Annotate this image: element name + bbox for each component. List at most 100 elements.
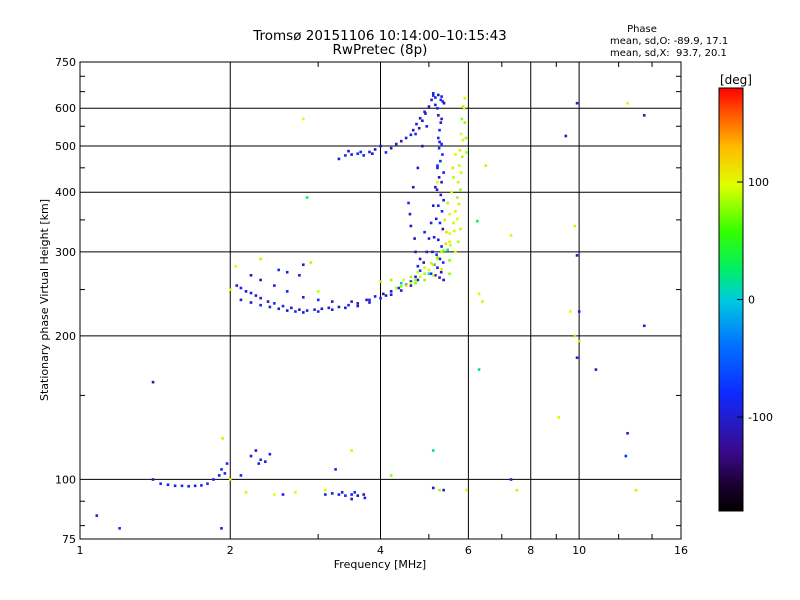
data-point bbox=[389, 146, 393, 150]
data-point bbox=[290, 306, 293, 310]
data-point bbox=[356, 302, 360, 305]
y-tick-label: 750 bbox=[55, 56, 76, 69]
data-point bbox=[407, 201, 410, 205]
data-point bbox=[461, 138, 465, 142]
data-point bbox=[399, 139, 403, 143]
data-point bbox=[421, 144, 424, 148]
data-point bbox=[594, 368, 598, 371]
data-point bbox=[438, 488, 441, 492]
data-point bbox=[277, 307, 281, 311]
data-point bbox=[453, 229, 456, 233]
data-point bbox=[444, 242, 447, 246]
data-point bbox=[626, 101, 629, 105]
data-point bbox=[449, 243, 452, 247]
data-point bbox=[437, 176, 441, 179]
data-point bbox=[166, 483, 170, 487]
data-point bbox=[509, 478, 513, 481]
data-point bbox=[350, 493, 353, 496]
y-axis-label: Stationary phase Virtual Height [km] bbox=[38, 199, 51, 401]
data-point bbox=[344, 306, 347, 310]
data-point bbox=[573, 224, 577, 228]
data-point bbox=[442, 198, 445, 202]
data-point bbox=[411, 128, 415, 132]
data-point bbox=[437, 114, 440, 117]
data-point bbox=[368, 150, 371, 154]
data-point bbox=[577, 339, 581, 343]
data-point bbox=[324, 493, 327, 496]
data-point bbox=[431, 92, 435, 95]
data-point bbox=[427, 105, 431, 108]
data-point bbox=[421, 119, 424, 123]
data-point bbox=[394, 142, 398, 146]
data-point bbox=[359, 150, 363, 154]
data-point bbox=[350, 497, 353, 501]
data-point bbox=[437, 136, 440, 140]
data-point bbox=[249, 273, 253, 277]
data-point bbox=[353, 491, 357, 494]
data-point bbox=[440, 250, 443, 254]
data-point bbox=[356, 304, 360, 308]
data-point bbox=[424, 112, 427, 115]
x-tick-label: 8 bbox=[527, 544, 534, 557]
x-tick-label: 16 bbox=[674, 544, 688, 557]
data-point bbox=[337, 305, 341, 309]
data-point bbox=[437, 93, 440, 97]
data-point bbox=[305, 196, 309, 199]
data-point bbox=[440, 209, 444, 213]
data-point bbox=[439, 121, 443, 124]
data-point bbox=[509, 234, 513, 237]
data-point bbox=[416, 264, 420, 268]
x-tick-label: 4 bbox=[377, 544, 384, 557]
x-tick-label: 1 bbox=[77, 544, 84, 557]
data-point bbox=[259, 458, 262, 462]
data-point bbox=[456, 217, 459, 221]
data-point bbox=[459, 188, 462, 192]
data-point bbox=[441, 100, 445, 103]
data-point bbox=[212, 478, 215, 481]
data-point bbox=[225, 462, 229, 465]
data-point bbox=[429, 261, 433, 265]
data-point bbox=[434, 103, 437, 107]
data-point bbox=[462, 107, 466, 110]
data-point bbox=[249, 454, 253, 458]
data-point bbox=[264, 460, 267, 463]
data-point bbox=[239, 474, 243, 477]
data-point bbox=[448, 212, 451, 216]
x-axis-label: Frequency [MHz] bbox=[334, 558, 426, 571]
data-point bbox=[414, 250, 417, 254]
data-point bbox=[257, 462, 261, 465]
data-point bbox=[452, 221, 455, 225]
data-point bbox=[459, 171, 463, 174]
data-point bbox=[438, 257, 442, 261]
data-point bbox=[456, 196, 459, 199]
data-point bbox=[402, 278, 406, 282]
data-point bbox=[316, 290, 320, 293]
data-point bbox=[281, 304, 285, 308]
data-point bbox=[409, 280, 413, 283]
x-ticks: 1 2 4 6 8 10 16 bbox=[77, 62, 688, 557]
data-point bbox=[440, 142, 443, 146]
data-point bbox=[436, 266, 439, 269]
data-point bbox=[229, 478, 232, 481]
data-point bbox=[432, 235, 436, 239]
data-point bbox=[220, 527, 223, 530]
data-point bbox=[481, 300, 484, 303]
data-point bbox=[459, 132, 463, 136]
data-point bbox=[414, 132, 417, 136]
data-point bbox=[294, 310, 297, 313]
data-point bbox=[389, 474, 393, 477]
data-point bbox=[429, 221, 433, 225]
data-point bbox=[285, 270, 289, 274]
data-point bbox=[436, 107, 439, 110]
plot-frame bbox=[79, 61, 682, 540]
data-point bbox=[249, 301, 253, 304]
data-point bbox=[362, 493, 366, 496]
colorbar-tick-label: -100 bbox=[748, 411, 773, 424]
data-point bbox=[476, 219, 479, 223]
data-point bbox=[423, 230, 426, 234]
data-point bbox=[316, 310, 320, 313]
data-point bbox=[159, 482, 162, 485]
data-point bbox=[273, 493, 276, 496]
data-point bbox=[484, 164, 488, 167]
